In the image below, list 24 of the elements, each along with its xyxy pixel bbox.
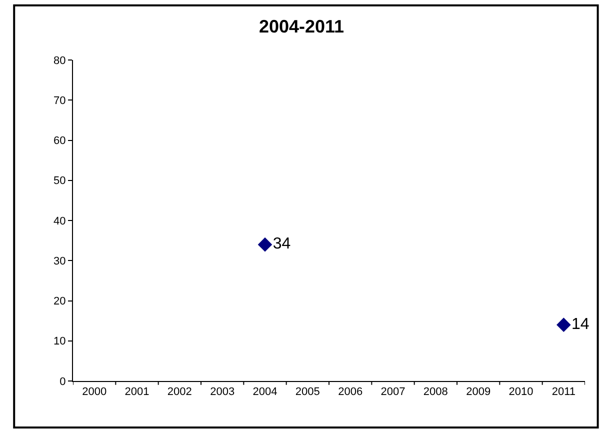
y-tick-label: 20 <box>54 296 66 308</box>
y-tick-label: 70 <box>54 94 66 107</box>
x-tick-label: 2005 <box>295 386 320 398</box>
y-tick-label: 40 <box>54 215 66 228</box>
x-tick-label: 2002 <box>167 386 192 398</box>
data-label: 14 <box>572 316 590 333</box>
y-tick-label: 10 <box>54 336 66 348</box>
x-tick-label: 2011 <box>552 386 576 398</box>
x-tick-label: 2000 <box>82 386 107 398</box>
chart-title: 2004-2011 <box>258 16 344 36</box>
y-tick-label: 60 <box>54 135 66 148</box>
y-tick-label: 0 <box>60 376 66 388</box>
x-tick-label: 2010 <box>508 386 534 398</box>
x-tick-label: 2003 <box>210 386 235 398</box>
y-tick-label: 80 <box>54 54 66 67</box>
x-tick-label: 2009 <box>466 386 491 398</box>
data-label: 34 <box>272 236 291 253</box>
x-tick-label: 2006 <box>338 386 363 398</box>
x-tick-label: 2007 <box>380 386 406 398</box>
y-tick-label: 50 <box>54 175 66 188</box>
x-tick-label: 2008 <box>423 386 448 398</box>
y-tick-label: 30 <box>54 255 66 268</box>
x-tick-label: 2001 <box>124 386 150 398</box>
x-tick-label: 2004 <box>252 386 278 398</box>
